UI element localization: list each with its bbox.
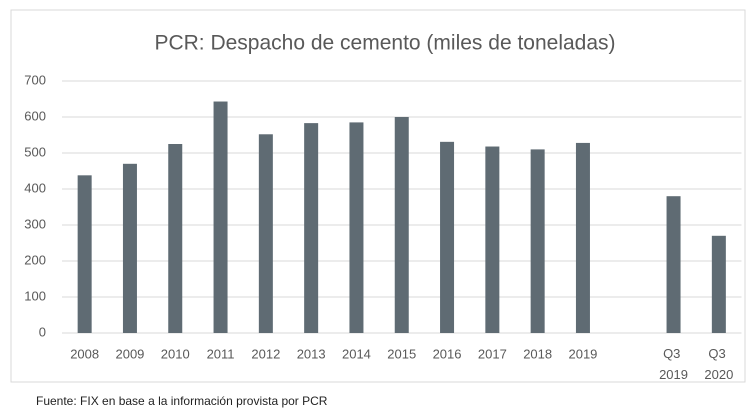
bar xyxy=(711,235,726,333)
x-tick-label: Q3 2020 xyxy=(704,346,733,382)
x-tick-label: 2012 xyxy=(251,346,280,361)
x-tick-label: Q3 2019 xyxy=(659,346,688,382)
x-tick-label: 2016 xyxy=(433,346,462,361)
bar xyxy=(77,175,92,333)
bar xyxy=(168,144,183,333)
y-tick-label: 500 xyxy=(24,144,46,159)
y-tick-label: 100 xyxy=(24,288,46,303)
source-note: Fuente: FIX en base a la información pro… xyxy=(36,394,328,408)
y-tick-label: 200 xyxy=(24,252,46,267)
bar xyxy=(440,141,455,333)
x-tick-label: 2010 xyxy=(161,346,190,361)
bar xyxy=(666,196,681,333)
bar xyxy=(349,122,364,334)
bar xyxy=(530,149,545,333)
x-tick-label: 2018 xyxy=(523,346,552,361)
y-tick-label: 400 xyxy=(24,180,46,195)
bar xyxy=(213,101,228,334)
x-tick-label: 2014 xyxy=(342,346,371,361)
x-tick-label: 2019 xyxy=(568,346,597,361)
x-tick-label: 2015 xyxy=(387,346,416,361)
y-tick-label: 700 xyxy=(24,72,46,87)
y-tick-label: 300 xyxy=(24,216,46,231)
x-tick-label: 2013 xyxy=(297,346,326,361)
bar xyxy=(258,134,273,333)
y-tick-label: 600 xyxy=(24,108,46,123)
y-tick-label: 0 xyxy=(39,324,46,339)
x-tick-label: 2009 xyxy=(115,346,144,361)
bar xyxy=(575,142,590,333)
bar xyxy=(304,123,319,334)
bar xyxy=(485,146,500,333)
x-tick-label: 2008 xyxy=(70,346,99,361)
x-tick-label: 2011 xyxy=(207,346,235,361)
chart-title: PCR: Despacho de cemento (miles de tonel… xyxy=(154,32,615,55)
bar xyxy=(394,117,409,333)
bar xyxy=(122,163,137,333)
x-tick-label: 2017 xyxy=(478,346,507,361)
chart-frame xyxy=(10,9,746,383)
